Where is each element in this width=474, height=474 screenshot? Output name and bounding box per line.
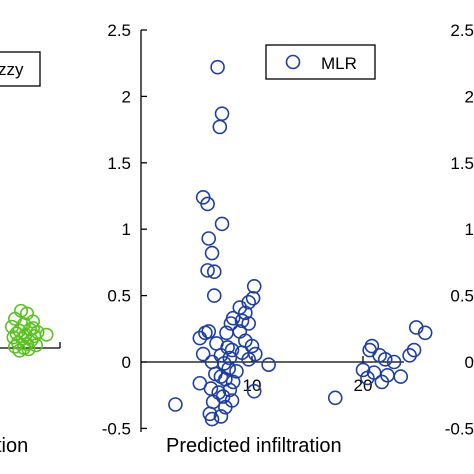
left-data-point	[39, 327, 54, 342]
middle-data-point	[229, 363, 244, 379]
left-data-point	[21, 342, 36, 357]
middle-data-point	[406, 342, 422, 358]
middle-data-point	[210, 59, 225, 75]
left-legend-box	[0, 51, 41, 87]
middle-data-point	[244, 338, 260, 354]
middle-y-tick-label: 0.5	[107, 287, 131, 306]
middle-data-point	[393, 369, 409, 384]
middle-data-point	[218, 399, 233, 415]
middle-data-point	[402, 348, 417, 363]
middle-data-point	[261, 357, 276, 372]
left-data-point	[12, 343, 27, 358]
middle-data-point	[216, 356, 232, 371]
middle-panel: -0.5 0 0.5 1 1.5 2 2.5 1 0 20 MLR Predicted infi…	[102, 21, 433, 457]
left-legend: zzy	[0, 51, 41, 87]
middle-data-point	[206, 288, 222, 303]
right-y-tick-label: -0.5	[445, 419, 474, 438]
middle-legend: MLR	[265, 44, 376, 80]
middle-data-point	[200, 196, 215, 212]
middle-data-point	[364, 338, 380, 354]
middle-data-point	[204, 245, 220, 261]
left-data-point	[25, 321, 40, 336]
right-y-tick-label: 1.5	[450, 154, 474, 173]
middle-y-tick-label: 1	[122, 220, 131, 239]
left-data-point	[8, 311, 22, 326]
middle-data-point	[214, 106, 230, 121]
middle-data-point	[198, 325, 213, 341]
right-y-tick-label: 0	[465, 353, 474, 372]
middle-data-point	[374, 374, 390, 390]
middle-data-point	[214, 216, 230, 232]
middle-data-point	[386, 354, 402, 370]
middle-data-point	[204, 411, 220, 427]
middle-data-point	[192, 330, 208, 346]
middle-y-tick-label: 1.5	[107, 154, 131, 173]
middle-data-point	[355, 362, 371, 378]
middle-data-point	[234, 313, 250, 329]
middle-data-point	[195, 346, 211, 362]
middle-data-point	[203, 381, 219, 396]
right-y-ticks: -0.5 0 0.5 1 1.5 2 2.5	[445, 21, 474, 438]
middle-points	[168, 59, 433, 427]
right-y-tick-label: 2.5	[450, 21, 474, 40]
left-panel: zzy tion	[0, 51, 61, 457]
middle-x-axis-label: Predicted infiltration	[166, 435, 342, 457]
middle-data-point	[225, 374, 241, 390]
middle-data-point	[417, 325, 433, 341]
middle-data-point	[201, 231, 217, 246]
middle-y-tick-label: 2.5	[107, 21, 131, 40]
middle-data-point	[200, 263, 215, 278]
middle-data-point	[245, 290, 261, 306]
middle-data-point	[241, 316, 256, 331]
middle-legend-box	[265, 44, 376, 80]
middle-data-point	[246, 279, 262, 294]
middle-data-point	[212, 119, 228, 135]
middle-y-ticks: -0.5 0 0.5 1 1.5 2 2.5	[102, 21, 147, 438]
middle-data-point	[222, 350, 238, 366]
middle-data-point	[241, 352, 256, 367]
right-panel: -0.5 0 0.5 1 1.5 2 2.5	[445, 21, 474, 438]
right-y-tick-label: 2	[465, 87, 474, 106]
middle-legend-marker	[285, 54, 301, 70]
right-y-tick-label: 1	[465, 220, 474, 239]
middle-data-point	[223, 316, 239, 331]
middle-y-tick-label: 2	[122, 87, 131, 106]
middle-y-tick-label: 0	[122, 353, 131, 372]
left-points	[5, 303, 54, 358]
middle-legend-label: MLR	[321, 54, 357, 73]
left-legend-label: zzy	[0, 60, 24, 79]
middle-data-point	[213, 409, 229, 424]
middle-data-point	[205, 394, 221, 410]
right-y-tick-label: 0.5	[450, 287, 474, 306]
middle-data-point	[377, 352, 393, 367]
middle-data-point	[168, 397, 183, 412]
left-data-point	[8, 339, 22, 354]
middle-x-tick-label: 20	[354, 376, 373, 395]
middle-data-point	[221, 361, 236, 376]
middle-data-point	[206, 264, 222, 279]
middle-data-point	[213, 348, 229, 363]
left-x-axis-label: tion	[0, 435, 28, 457]
middle-data-point	[238, 305, 253, 321]
middle-data-point	[360, 370, 375, 386]
middle-y-tick-label: -0.5	[102, 419, 131, 438]
middle-data-point	[327, 390, 343, 406]
middle-data-point	[246, 383, 262, 399]
